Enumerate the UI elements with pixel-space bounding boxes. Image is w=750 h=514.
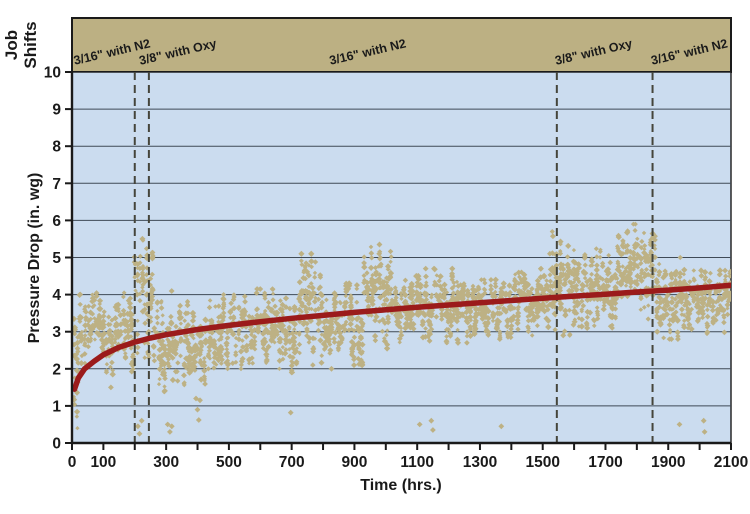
scatter-cluster [361, 241, 395, 352]
job-shift-boundaries [133, 72, 654, 443]
tick-label: 900 [341, 454, 367, 471]
tick-label: 2100 [714, 454, 748, 471]
tick-label: 3 [52, 324, 61, 341]
job-shifts-axis-title: Job Shifts [2, 21, 40, 69]
trend-line [72, 282, 731, 392]
tick-label: 9 [52, 102, 61, 119]
tick-label: 300 [153, 454, 179, 471]
tick-label: 8 [52, 139, 61, 156]
scatter-cluster [320, 280, 366, 369]
tick-label: 1100 [400, 454, 434, 471]
tick-label: 500 [216, 454, 242, 471]
scatter-cluster [512, 265, 548, 338]
scatter-cluster [422, 265, 470, 346]
scatter-cluster [74, 290, 106, 367]
x-axis-title: Time (hrs.) [360, 477, 442, 494]
scatter-cluster [205, 292, 245, 372]
tick-label: 1300 [463, 454, 497, 471]
tick-label: 0 [52, 436, 61, 453]
tick-label: 700 [279, 454, 305, 471]
scatter-cluster [464, 276, 517, 342]
tick-label: 10 [44, 65, 61, 82]
tick-label: 5 [52, 250, 61, 267]
scatter-cluster [273, 295, 300, 376]
scatter-cluster [72, 315, 81, 431]
tick-label: 1700 [588, 454, 622, 471]
scatter-cluster [100, 290, 137, 378]
tick-label: 100 [90, 454, 116, 471]
scatter-cluster [131, 235, 156, 361]
tick-label: 0 [68, 454, 77, 471]
scatter-cluster [169, 298, 209, 388]
scatter-cluster [615, 221, 658, 322]
tick-label: 7 [52, 176, 61, 193]
tick-label: 1 [52, 398, 61, 415]
scatter-cluster [543, 229, 583, 339]
scatter-cluster [653, 254, 695, 342]
scatter-outliers [108, 336, 708, 437]
tick-label: 2 [52, 361, 61, 378]
tick-label: 6 [52, 213, 61, 230]
scatter-points [72, 221, 731, 437]
job-shifts-band [71, 17, 732, 73]
y-axis-title: Pressure Drop (in. wg) [26, 172, 43, 344]
scatter-cluster [296, 250, 325, 368]
scatter-cluster [238, 286, 279, 366]
tick-label: 4 [52, 287, 61, 304]
scatter-cluster [578, 244, 622, 331]
tick-label: 1900 [651, 454, 685, 471]
scatter-cluster [150, 288, 175, 395]
tick-label: 1500 [525, 454, 559, 471]
